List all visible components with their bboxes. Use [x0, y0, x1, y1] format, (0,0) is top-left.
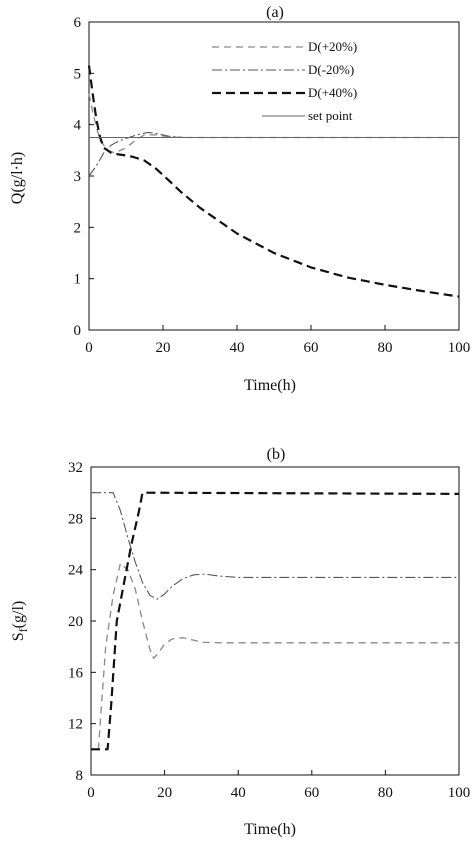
panel-b-series-d-minus-20 — [91, 492, 459, 600]
legend-label-d-plus-40: D(+40%) — [308, 85, 357, 100]
panel-b-x-tick-label-40: 40 — [231, 785, 246, 801]
panel-b-y-tick-label-20: 20 — [68, 614, 83, 630]
panel-b-series-d-plusminus-20 — [97, 562, 459, 750]
panel-b-x-tick-label-80: 80 — [378, 785, 393, 801]
panel-b-plot-frame — [90, 466, 460, 776]
panel-b-x-tick-label-100: 100 — [448, 785, 471, 801]
panel-a-ticks: 0 20 40 60 80 100 0 1 2 3 4 5 6 — [74, 15, 471, 356]
panel-b-series — [91, 491, 460, 751]
panel-a: (a) 0 20 40 60 80 100 0 1 2 3 4 5 6 Time(h) Q(g/l·h)… — [9, 4, 470, 394]
panel-b-y-tick-label-28: 28 — [68, 511, 83, 527]
legend-label-d-minus-20: D(-20%) — [308, 62, 354, 77]
panel-a-y-tick-label-3: 3 — [74, 169, 82, 185]
panel-b-x-tick-label-60: 60 — [304, 785, 319, 801]
panel-a-series-d-plusminus-20 — [88, 93, 459, 154]
panel-b-series-d-plusminus-40 — [91, 491, 460, 751]
panel-a-y-tick-label-5: 5 — [74, 66, 82, 82]
panel-b-y-tick-label-12: 12 — [68, 717, 83, 733]
legend-label-d-plus-20: D(+20%) — [308, 39, 357, 54]
panel-a-y-tick-label-1: 1 — [74, 272, 82, 288]
panel-a-y-tick-label-2: 2 — [74, 220, 82, 236]
panel-a-series-d-plusminus-40 — [87, 65, 460, 298]
panel-a-x-tick-label-20: 20 — [156, 340, 171, 356]
panel-b-y-tick-label-32: 32 — [68, 460, 83, 476]
panel-b-x-tick-label-20: 20 — [157, 785, 172, 801]
panel-a-plot-frame — [88, 21, 460, 331]
panel-b-y-tick-label-8: 8 — [76, 768, 84, 784]
panel-b-y-label-rest: (g/l) — [10, 601, 27, 629]
panel-a-x-tick-label-60: 60 — [304, 340, 319, 356]
panel-b: (b) 0 20 40 60 80 100 8 12 16 20 24 28 32 Time(h) Sf… — [10, 446, 470, 838]
panel-a-x-tick-label-80: 80 — [378, 340, 393, 356]
panel-a-y-axis-label: Q(g/l·h) — [9, 152, 26, 204]
legend: D(+20%) D(-20%) D(+40%) set point — [212, 39, 357, 123]
panel-a-y-tick-label-6: 6 — [74, 15, 82, 31]
panel-a-title: (a) — [266, 4, 284, 21]
panel-b-ticks: 0 20 40 60 80 100 8 12 16 20 24 28 32 — [68, 460, 470, 801]
panel-a-x-tick-label-100: 100 — [448, 340, 471, 356]
panel-b-x-tick-label-0: 0 — [87, 785, 95, 801]
panel-a-series-d-minus-20 — [88, 131, 459, 177]
panel-b-y-tick-label-24: 24 — [68, 563, 84, 579]
legend-label-set-point: set point — [308, 108, 353, 123]
panel-b-y-axis-label: Sf(g/l) — [10, 601, 30, 641]
panel-b-y-label-sub: f — [16, 628, 30, 632]
panel-b-x-axis-label: Time(h) — [244, 821, 296, 838]
panel-a-x-tick-label-0: 0 — [85, 340, 93, 356]
panel-b-title: (b) — [267, 446, 286, 463]
panel-a-x-tick-label-40: 40 — [230, 340, 245, 356]
panel-b-y-label-main: S — [10, 632, 27, 641]
panel-a-x-axis-label: Time(h) — [244, 377, 296, 394]
panel-a-series — [87, 65, 460, 298]
panel-a-y-tick-label-4: 4 — [74, 118, 82, 134]
panel-a-y-tick-label-0: 0 — [74, 323, 82, 339]
panel-b-y-tick-label-16: 16 — [68, 665, 84, 681]
